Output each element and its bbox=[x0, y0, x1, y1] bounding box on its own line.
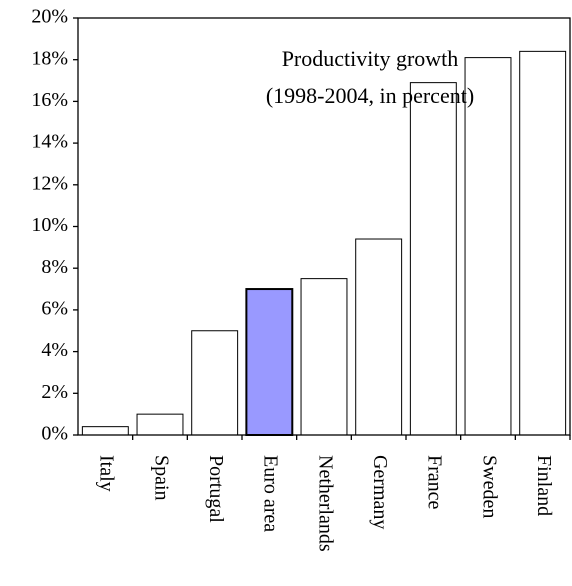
bar bbox=[191, 330, 239, 436]
plot-frame bbox=[77, 17, 571, 436]
bar bbox=[409, 82, 457, 436]
y-tick-label: 10% bbox=[31, 214, 68, 236]
y-tick-label: 20% bbox=[31, 6, 68, 28]
x-tick-label: France bbox=[424, 455, 446, 510]
bar bbox=[464, 57, 512, 436]
x-tick-label: Netherlands bbox=[314, 455, 336, 552]
chart-subtitle: (1998-2004, in percent) bbox=[266, 83, 474, 108]
y-tick-label: 18% bbox=[31, 47, 68, 69]
x-tick-label: Spain bbox=[150, 455, 172, 501]
bar bbox=[300, 278, 348, 436]
y-tick-label: 8% bbox=[41, 256, 68, 278]
bar bbox=[355, 238, 403, 436]
bar bbox=[136, 413, 184, 436]
y-tick-label: 0% bbox=[41, 423, 68, 445]
y-tick-label: 14% bbox=[31, 131, 68, 153]
x-tick-label: Sweden bbox=[478, 455, 500, 518]
y-tick-label: 6% bbox=[41, 297, 68, 319]
x-tick-label: Italy bbox=[96, 455, 118, 492]
y-tick-label: 4% bbox=[41, 339, 68, 361]
x-tick-label: Portugal bbox=[205, 455, 227, 523]
bar bbox=[245, 288, 294, 436]
y-tick-label: 12% bbox=[31, 172, 68, 194]
y-tick-label: 16% bbox=[31, 89, 68, 111]
bar bbox=[519, 50, 567, 436]
x-tick-label: Germany bbox=[369, 455, 391, 529]
y-tick-label: 2% bbox=[41, 381, 68, 403]
chart-title: Productivity growth bbox=[282, 46, 459, 71]
x-tick-label: Finland bbox=[533, 455, 555, 516]
bar bbox=[81, 426, 129, 436]
x-tick-label: Euro area bbox=[260, 455, 282, 532]
